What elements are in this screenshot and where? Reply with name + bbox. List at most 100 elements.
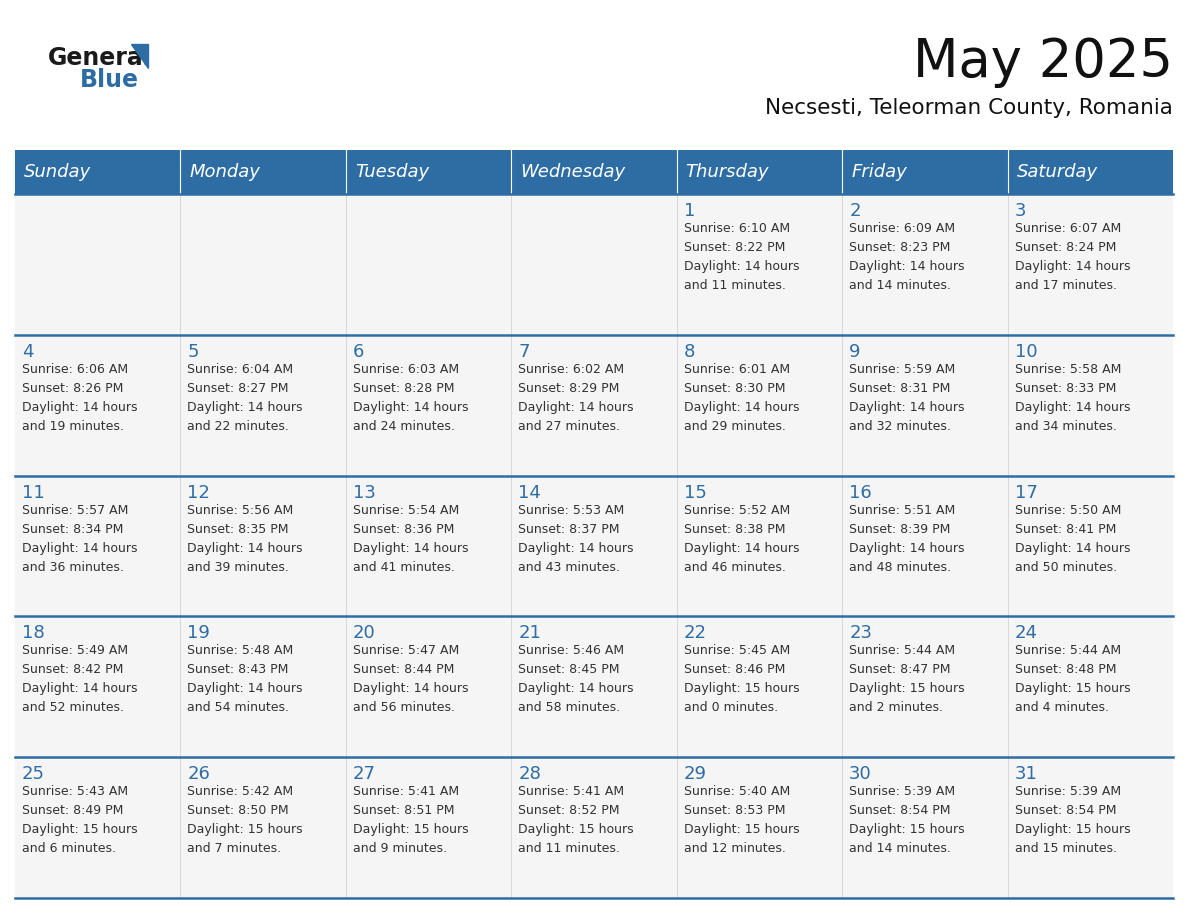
Text: and 41 minutes.: and 41 minutes. bbox=[353, 561, 455, 574]
Text: and 50 minutes.: and 50 minutes. bbox=[1015, 561, 1117, 574]
Text: Sunset: 8:51 PM: Sunset: 8:51 PM bbox=[353, 804, 454, 817]
Text: Sunset: 8:52 PM: Sunset: 8:52 PM bbox=[518, 804, 620, 817]
Bar bbox=[181, 476, 346, 616]
Text: Daylight: 14 hours: Daylight: 14 hours bbox=[353, 401, 468, 414]
Text: Daylight: 14 hours: Daylight: 14 hours bbox=[1015, 542, 1130, 554]
Bar bbox=[15, 616, 181, 757]
Text: Friday: Friday bbox=[851, 163, 906, 181]
Bar bbox=[677, 194, 842, 335]
Bar bbox=[181, 335, 346, 476]
Bar bbox=[346, 194, 511, 335]
Text: Sunset: 8:49 PM: Sunset: 8:49 PM bbox=[23, 804, 124, 817]
Bar bbox=[1007, 757, 1173, 898]
Text: Sunrise: 6:06 AM: Sunrise: 6:06 AM bbox=[23, 363, 128, 375]
Text: Sunrise: 5:40 AM: Sunrise: 5:40 AM bbox=[684, 785, 790, 798]
Bar bbox=[511, 335, 677, 476]
Text: Tuesday: Tuesday bbox=[355, 163, 429, 181]
Text: Daylight: 15 hours: Daylight: 15 hours bbox=[849, 682, 965, 696]
Text: Sunrise: 5:41 AM: Sunrise: 5:41 AM bbox=[353, 785, 459, 798]
Text: Sunrise: 5:39 AM: Sunrise: 5:39 AM bbox=[1015, 785, 1120, 798]
Text: Daylight: 14 hours: Daylight: 14 hours bbox=[353, 682, 468, 696]
Bar bbox=[346, 616, 511, 757]
Text: Daylight: 15 hours: Daylight: 15 hours bbox=[849, 823, 965, 836]
Bar bbox=[15, 194, 181, 335]
Text: and 22 minutes.: and 22 minutes. bbox=[188, 420, 290, 432]
Text: 4: 4 bbox=[23, 342, 33, 361]
Text: Sunset: 8:24 PM: Sunset: 8:24 PM bbox=[1015, 241, 1116, 254]
Text: Sunset: 8:29 PM: Sunset: 8:29 PM bbox=[518, 382, 620, 395]
Text: 2: 2 bbox=[849, 202, 860, 220]
Text: 6: 6 bbox=[353, 342, 365, 361]
Bar bbox=[677, 335, 842, 476]
Bar bbox=[15, 757, 181, 898]
Text: and 2 minutes.: and 2 minutes. bbox=[849, 701, 943, 714]
Text: Sunrise: 5:58 AM: Sunrise: 5:58 AM bbox=[1015, 363, 1121, 375]
Text: Sunset: 8:28 PM: Sunset: 8:28 PM bbox=[353, 382, 454, 395]
Text: Sunrise: 5:46 AM: Sunrise: 5:46 AM bbox=[518, 644, 625, 657]
Bar bbox=[842, 757, 1007, 898]
Bar bbox=[842, 476, 1007, 616]
Text: and 46 minutes.: and 46 minutes. bbox=[684, 561, 785, 574]
Text: 28: 28 bbox=[518, 766, 542, 783]
Text: and 48 minutes.: and 48 minutes. bbox=[849, 561, 952, 574]
Bar bbox=[511, 194, 677, 335]
Text: Daylight: 15 hours: Daylight: 15 hours bbox=[188, 823, 303, 836]
Bar bbox=[15, 476, 181, 616]
Text: Daylight: 14 hours: Daylight: 14 hours bbox=[1015, 260, 1130, 273]
Text: Sunrise: 6:02 AM: Sunrise: 6:02 AM bbox=[518, 363, 625, 375]
Text: and 11 minutes.: and 11 minutes. bbox=[518, 842, 620, 856]
Bar bbox=[1007, 476, 1173, 616]
Bar bbox=[1007, 335, 1173, 476]
Text: Sunrise: 5:39 AM: Sunrise: 5:39 AM bbox=[849, 785, 955, 798]
Text: 27: 27 bbox=[353, 766, 375, 783]
Text: Sunset: 8:54 PM: Sunset: 8:54 PM bbox=[849, 804, 950, 817]
Bar bbox=[677, 476, 842, 616]
Text: Sunrise: 5:45 AM: Sunrise: 5:45 AM bbox=[684, 644, 790, 657]
Text: Sunset: 8:53 PM: Sunset: 8:53 PM bbox=[684, 804, 785, 817]
Text: Daylight: 14 hours: Daylight: 14 hours bbox=[684, 542, 800, 554]
Text: and 11 minutes.: and 11 minutes. bbox=[684, 279, 785, 292]
Text: 20: 20 bbox=[353, 624, 375, 643]
Text: Sunset: 8:30 PM: Sunset: 8:30 PM bbox=[684, 382, 785, 395]
Text: Sunrise: 5:47 AM: Sunrise: 5:47 AM bbox=[353, 644, 459, 657]
Text: and 39 minutes.: and 39 minutes. bbox=[188, 561, 290, 574]
Text: Sunrise: 5:51 AM: Sunrise: 5:51 AM bbox=[849, 504, 955, 517]
Text: and 58 minutes.: and 58 minutes. bbox=[518, 701, 620, 714]
Text: Sunrise: 5:43 AM: Sunrise: 5:43 AM bbox=[23, 785, 128, 798]
Bar bbox=[1007, 194, 1173, 335]
Text: and 27 minutes.: and 27 minutes. bbox=[518, 420, 620, 432]
Text: Daylight: 15 hours: Daylight: 15 hours bbox=[684, 823, 800, 836]
Text: Sunset: 8:46 PM: Sunset: 8:46 PM bbox=[684, 664, 785, 677]
Bar bbox=[842, 194, 1007, 335]
Text: and 24 minutes.: and 24 minutes. bbox=[353, 420, 455, 432]
Polygon shape bbox=[131, 44, 148, 68]
Text: Daylight: 14 hours: Daylight: 14 hours bbox=[23, 542, 138, 554]
Text: 23: 23 bbox=[849, 624, 872, 643]
Text: Sunset: 8:42 PM: Sunset: 8:42 PM bbox=[23, 664, 124, 677]
Bar bbox=[346, 150, 511, 194]
Text: and 0 minutes.: and 0 minutes. bbox=[684, 701, 778, 714]
Text: Sunset: 8:43 PM: Sunset: 8:43 PM bbox=[188, 664, 289, 677]
Bar bbox=[181, 757, 346, 898]
Text: Sunset: 8:33 PM: Sunset: 8:33 PM bbox=[1015, 382, 1116, 395]
Text: Sunrise: 5:44 AM: Sunrise: 5:44 AM bbox=[849, 644, 955, 657]
Bar bbox=[511, 616, 677, 757]
Text: and 34 minutes.: and 34 minutes. bbox=[1015, 420, 1117, 432]
Text: Daylight: 14 hours: Daylight: 14 hours bbox=[188, 682, 303, 696]
Text: 14: 14 bbox=[518, 484, 542, 501]
Text: Daylight: 14 hours: Daylight: 14 hours bbox=[849, 401, 965, 414]
Text: and 52 minutes.: and 52 minutes. bbox=[23, 701, 124, 714]
Bar bbox=[181, 616, 346, 757]
Text: Sunset: 8:41 PM: Sunset: 8:41 PM bbox=[1015, 522, 1116, 535]
Text: Daylight: 14 hours: Daylight: 14 hours bbox=[518, 542, 633, 554]
Bar bbox=[181, 194, 346, 335]
Bar bbox=[346, 335, 511, 476]
Text: and 43 minutes.: and 43 minutes. bbox=[518, 561, 620, 574]
Text: Sunset: 8:27 PM: Sunset: 8:27 PM bbox=[188, 382, 289, 395]
Text: Daylight: 14 hours: Daylight: 14 hours bbox=[684, 260, 800, 273]
Text: Sunrise: 5:59 AM: Sunrise: 5:59 AM bbox=[849, 363, 955, 375]
Text: and 19 minutes.: and 19 minutes. bbox=[23, 420, 124, 432]
Text: 29: 29 bbox=[684, 766, 707, 783]
Text: Daylight: 14 hours: Daylight: 14 hours bbox=[188, 542, 303, 554]
Text: and 9 minutes.: and 9 minutes. bbox=[353, 842, 447, 856]
